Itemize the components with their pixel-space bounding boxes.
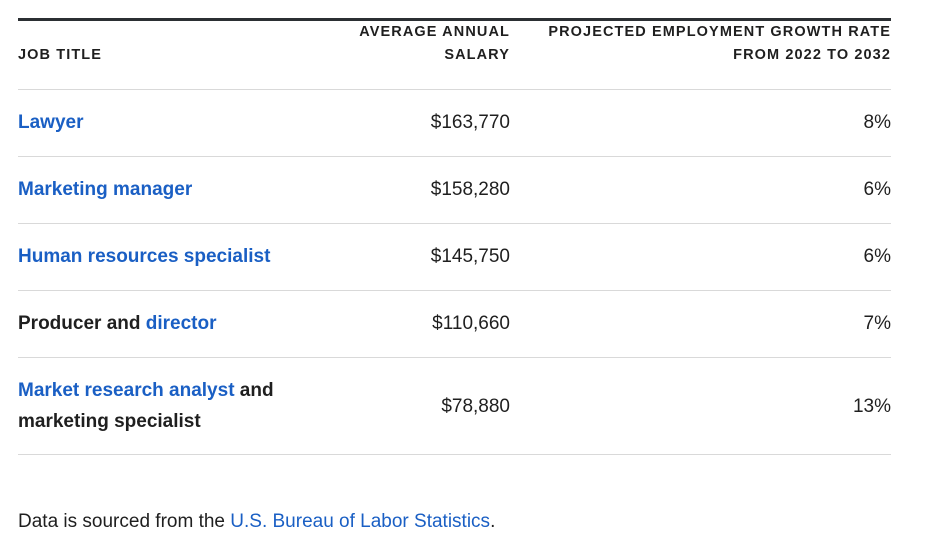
source-prefix: Data is sourced from the <box>18 511 231 532</box>
table-row: Market research analyst and marketing sp… <box>18 357 891 455</box>
header-job-title: JOB TITLE <box>18 21 348 90</box>
job-title-cell: Lawyer <box>18 89 348 157</box>
salary-cell: $163,770 <box>348 89 510 157</box>
growth-cell: 13% <box>510 357 891 455</box>
table-row: Lawyer $163,770 8% <box>18 89 891 157</box>
job-salary-table: JOB TITLE AVERAGE ANNUAL SALARY PROJECTE… <box>18 21 891 455</box>
growth-cell: 6% <box>510 223 891 291</box>
job-link-marketing-manager[interactable]: Marketing manager <box>18 179 193 200</box>
job-title-cell: Market research analyst and marketing sp… <box>18 357 348 455</box>
job-link-director[interactable]: director <box>145 313 217 334</box>
growth-cell: 7% <box>510 290 891 358</box>
growth-cell: 8% <box>510 89 891 157</box>
job-title-text: and marketing specialist <box>18 380 274 432</box>
source-suffix: . <box>490 511 496 532</box>
job-title-text: Producer and <box>18 313 146 334</box>
header-growth-line1: PROJECTED EMPLOYMENT GROWTH RATE <box>548 24 891 40</box>
salary-cell: $158,280 <box>348 156 510 224</box>
table-top-rule <box>18 18 891 21</box>
header-salary-line1: AVERAGE ANNUAL <box>359 24 510 40</box>
job-title-cell: Human resources specialist <box>18 223 348 291</box>
growth-cell: 6% <box>510 156 891 224</box>
header-growth-rate: PROJECTED EMPLOYMENT GROWTH RATE FROM 20… <box>510 21 891 90</box>
job-title-cell: Marketing manager <box>18 156 348 224</box>
salary-cell: $110,660 <box>348 290 510 358</box>
job-title-cell: Producer and director <box>18 290 348 358</box>
table-row: Marketing manager $158,280 6% <box>18 156 891 224</box>
salary-cell: $145,750 <box>348 223 510 291</box>
job-link-lawyer[interactable]: Lawyer <box>18 112 84 133</box>
table-row: Producer and director $110,660 7% <box>18 290 891 358</box>
salary-cell: $78,880 <box>348 357 510 455</box>
header-growth-line2: FROM 2022 TO 2032 <box>733 47 891 63</box>
salary-table-container: JOB TITLE AVERAGE ANNUAL SALARY PROJECTE… <box>18 18 891 455</box>
source-note: Data is sourced from the U.S. Bureau of … <box>18 511 495 533</box>
header-average-salary: AVERAGE ANNUAL SALARY <box>348 21 510 90</box>
header-salary-line2: SALARY <box>444 47 510 63</box>
job-link-human-resources-specialist[interactable]: Human resources specialist <box>18 246 271 267</box>
table-header-row: JOB TITLE AVERAGE ANNUAL SALARY PROJECTE… <box>18 21 891 90</box>
bls-source-link[interactable]: U.S. Bureau of Labor Statistics <box>230 511 491 532</box>
job-link-market-research-analyst[interactable]: Market research analyst <box>18 380 235 401</box>
table-row: Human resources specialist $145,750 6% <box>18 223 891 291</box>
